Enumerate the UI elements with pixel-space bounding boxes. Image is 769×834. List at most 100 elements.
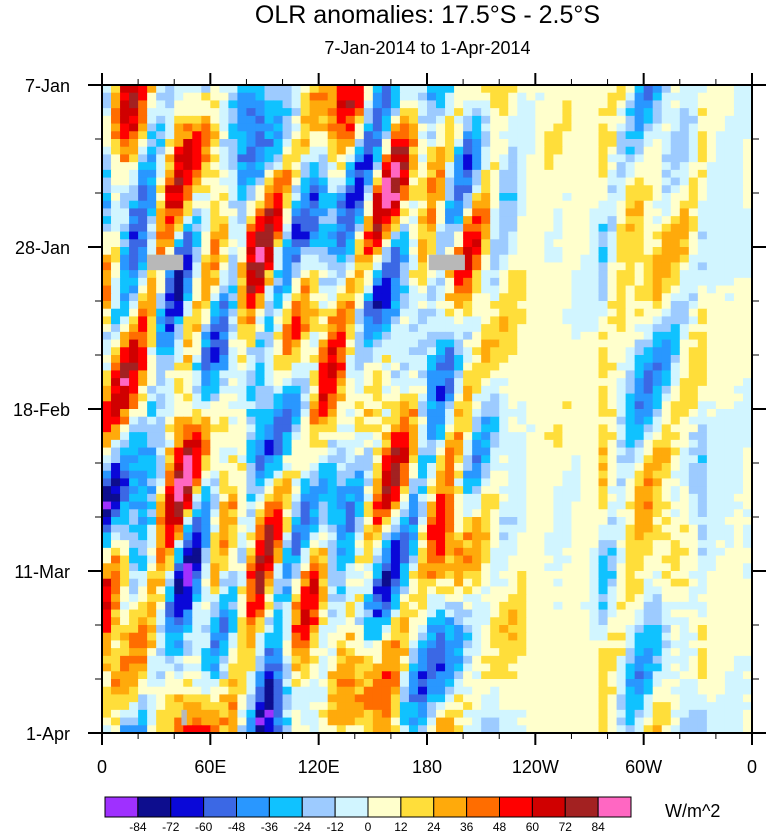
heatmap-cell: [390, 547, 401, 557]
heatmap-cell: [381, 146, 392, 155]
heatmap-cell: [399, 154, 410, 163]
heatmap-cell: [300, 594, 311, 603]
heatmap-cell: [390, 92, 401, 101]
heatmap-cell: [553, 578, 563, 587]
heatmap-cell: [282, 370, 293, 379]
heatmap-cell: [670, 524, 681, 533]
heatmap-cell: [643, 517, 654, 526]
heatmap-cell: [724, 463, 735, 472]
heatmap-cell: [571, 378, 581, 387]
heatmap-cell: [472, 200, 482, 209]
heatmap-cell: [499, 177, 509, 186]
heatmap-cell: [363, 277, 374, 287]
heatmap-cell: [318, 239, 329, 248]
heatmap-cell: [219, 131, 229, 140]
heatmap-cell: [688, 540, 699, 549]
heatmap-cell: [174, 108, 184, 117]
heatmap-cell: [417, 293, 428, 302]
heatmap-cell: [120, 501, 130, 510]
heatmap-cell: [670, 100, 681, 109]
heatmap-cell: [724, 586, 735, 595]
heatmap-cell: [733, 277, 744, 287]
heatmap-cell: [472, 563, 482, 572]
heatmap-cell: [183, 609, 193, 618]
heatmap-cell: [381, 439, 392, 449]
heatmap-cell: [607, 239, 618, 248]
heatmap-cell: [381, 370, 392, 379]
heatmap-cell: [463, 385, 473, 395]
heatmap-cell: [499, 331, 509, 341]
heatmap-cell: [282, 609, 293, 618]
heatmap-cell: [517, 547, 527, 557]
heatmap-cell: [399, 463, 410, 472]
heatmap-cell: [318, 324, 329, 333]
heatmap-cell: [454, 331, 464, 341]
heatmap-cell: [463, 131, 473, 140]
heatmap-cell: [463, 231, 473, 240]
heatmap-cell: [354, 609, 365, 618]
heatmap-cell: [138, 177, 148, 186]
heatmap-cell: [643, 324, 654, 333]
heatmap-cell: [535, 524, 545, 533]
heatmap-cell: [417, 123, 428, 132]
heatmap-cell: [291, 601, 302, 611]
heatmap-cell: [354, 424, 365, 433]
heatmap-cell: [165, 200, 175, 209]
heatmap-cell: [129, 100, 139, 109]
heatmap-cell: [544, 355, 554, 364]
heatmap-cell: [273, 385, 284, 395]
heatmap-cell: [535, 154, 545, 163]
heatmap-cell: [120, 193, 130, 202]
heatmap-cell: [706, 401, 717, 410]
heatmap-cell: [129, 355, 139, 364]
heatmap-cell: [427, 409, 437, 418]
heatmap-cell: [264, 478, 275, 487]
heatmap-cell: [192, 123, 202, 132]
heatmap-cell: [571, 254, 581, 263]
heatmap-cell: [463, 139, 473, 148]
heatmap-cell: [156, 100, 166, 109]
heatmap-cell: [354, 247, 365, 256]
heatmap-cell: [706, 463, 717, 472]
heatmap-cell: [580, 262, 590, 271]
heatmap-cell: [607, 185, 618, 194]
heatmap-cell: [408, 154, 419, 163]
heatmap-cell: [120, 401, 130, 410]
heatmap-cell: [499, 131, 509, 140]
heatmap-cell: [390, 416, 401, 425]
chart-title: OLR anomalies: 17.5°S - 2.5°S: [254, 1, 601, 29]
heatmap-cell: [300, 455, 311, 464]
heatmap-cell: [598, 123, 609, 132]
heatmap-cell: [291, 270, 302, 279]
heatmap-cell: [111, 401, 121, 410]
heatmap-cell: [237, 162, 247, 171]
heatmap-cell: [508, 409, 518, 418]
heatmap-cell: [111, 617, 121, 626]
heatmap-cell: [219, 617, 229, 626]
heatmap-cell: [408, 123, 419, 132]
heatmap-cell: [679, 277, 690, 287]
heatmap-cell: [688, 100, 699, 109]
heatmap-cell: [463, 347, 473, 356]
heatmap-cell: [454, 347, 464, 356]
heatmap-cell: [336, 409, 347, 418]
heatmap-cell: [544, 540, 554, 549]
heatmap-cell: [273, 193, 284, 202]
heatmap-cell: [237, 92, 247, 101]
heatmap-cell: [733, 524, 744, 533]
heatmap-cell: [264, 216, 275, 225]
heatmap-cell: [742, 524, 752, 533]
heatmap-cell: [607, 262, 618, 271]
heatmap-cell: [120, 100, 130, 109]
heatmap-cell: [408, 285, 419, 294]
heatmap-cell: [580, 223, 590, 233]
heatmap-cell: [634, 355, 645, 364]
heatmap-cell: [390, 563, 401, 572]
heatmap-cell: [589, 154, 600, 163]
heatmap-cell: [102, 85, 112, 94]
heatmap-cell: [228, 586, 238, 595]
heatmap-cell: [454, 139, 464, 148]
heatmap-cell: [517, 432, 527, 441]
heatmap-cell: [688, 578, 699, 587]
heatmap-cell: [192, 223, 202, 233]
